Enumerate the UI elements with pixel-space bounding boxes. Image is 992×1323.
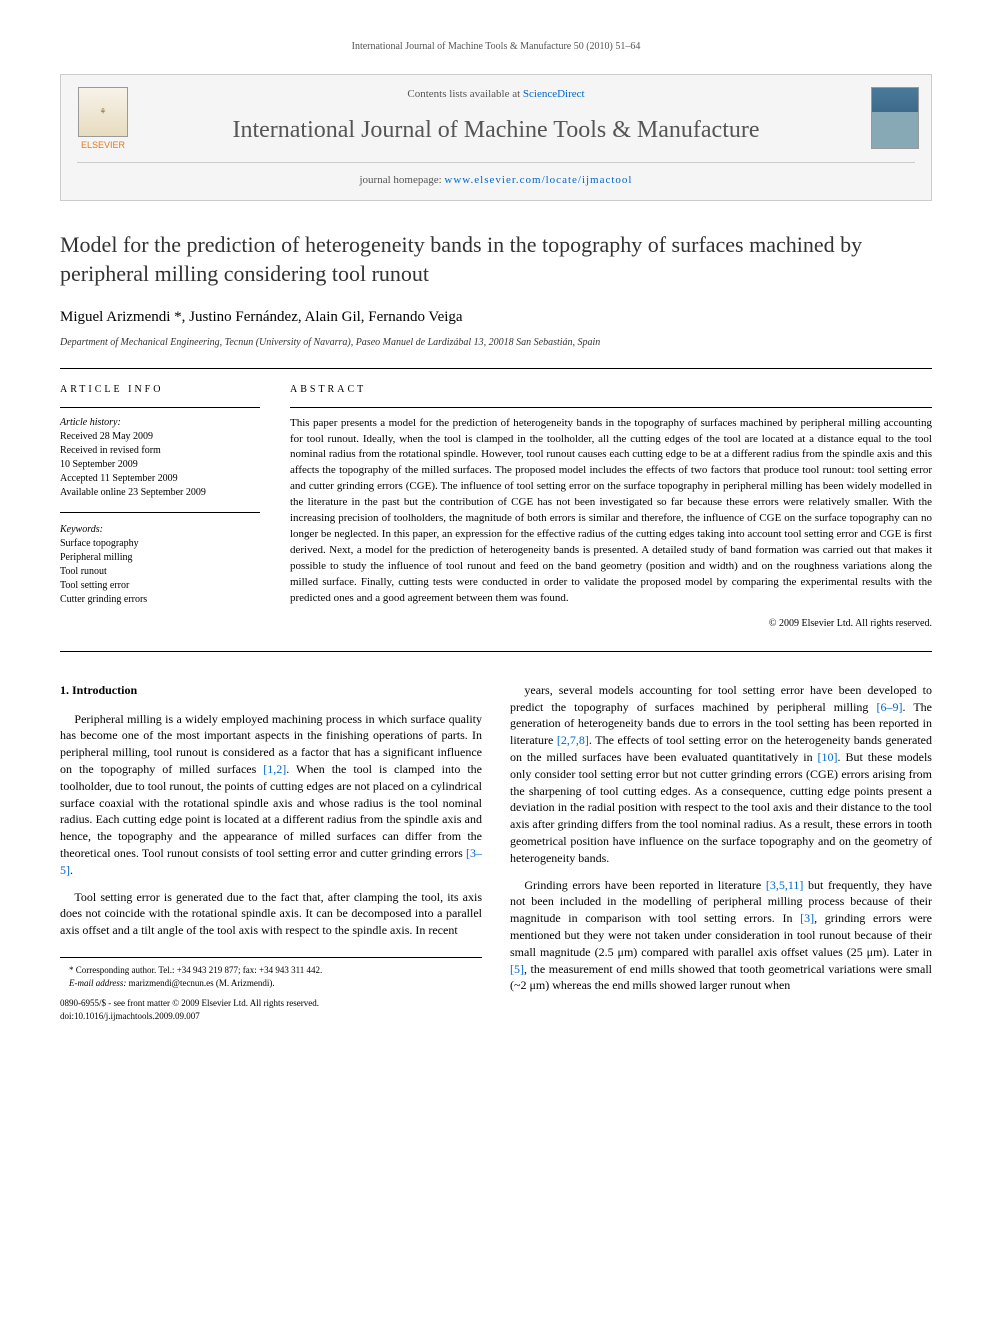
affiliation: Department of Mechanical Engineering, Te…	[60, 336, 932, 350]
body-two-column: 1. Introduction Peripheral milling is a …	[60, 682, 932, 1023]
contents-available-line: Contents lists available at ScienceDirec…	[77, 87, 915, 102]
elsevier-tree-icon: ⚘	[78, 87, 128, 137]
elsevier-logo: ⚘ ELSEVIER	[73, 87, 133, 157]
email-line: E-mail address: marizmendi@tecnun.es (M.…	[60, 977, 482, 990]
rule-top	[60, 368, 932, 369]
rule-kw	[60, 512, 260, 513]
intro-paragraph-2: Tool setting error is generated due to t…	[60, 889, 482, 939]
email-label: E-mail address:	[69, 978, 129, 988]
authors-line: Miguel Arizmendi *, Justino Fernández, A…	[60, 307, 932, 328]
journal-title: International Journal of Machine Tools &…	[77, 114, 915, 148]
intro-paragraph-3: years, several models accounting for too…	[510, 682, 932, 867]
history-body: Received 28 May 2009 Received in revised…	[60, 430, 260, 500]
article-info-heading: ARTICLE INFO	[60, 383, 260, 397]
abstract-column: ABSTRACT This paper presents a model for…	[290, 383, 932, 631]
front-matter-line: 0890-6955/$ - see front matter © 2009 El…	[60, 997, 482, 1010]
rule-ai	[60, 407, 260, 408]
footnote-block: * Corresponding author. Tel.: +34 943 21…	[60, 957, 482, 989]
rule-abs	[290, 407, 932, 408]
keywords-label: Keywords:	[60, 523, 260, 537]
right-column: years, several models accounting for too…	[510, 682, 932, 1023]
article-info-column: ARTICLE INFO Article history: Received 2…	[60, 383, 260, 631]
running-header: International Journal of Machine Tools &…	[60, 40, 932, 54]
rule-bottom	[60, 651, 932, 652]
history-label: Article history:	[60, 416, 260, 430]
doi-block: 0890-6955/$ - see front matter © 2009 El…	[60, 997, 482, 1022]
doi-line: doi:10.1016/j.ijmachtools.2009.09.007	[60, 1010, 482, 1023]
corresponding-author-note: * Corresponding author. Tel.: +34 943 21…	[60, 964, 482, 977]
section-1-heading: 1. Introduction	[60, 682, 482, 699]
abstract-heading: ABSTRACT	[290, 383, 932, 397]
publisher-label: ELSEVIER	[81, 139, 125, 152]
contents-prefix: Contents lists available at	[407, 88, 522, 100]
journal-cover-thumbnail	[871, 87, 919, 149]
left-column: 1. Introduction Peripheral milling is a …	[60, 682, 482, 1023]
intro-paragraph-4: Grinding errors have been reported in li…	[510, 877, 932, 995]
abstract-body: This paper presents a model for the pred…	[290, 416, 932, 607]
homepage-link[interactable]: www.elsevier.com/locate/ijmactool	[444, 174, 632, 186]
article-title: Model for the prediction of heterogeneit…	[60, 231, 932, 288]
homepage-prefix: journal homepage:	[360, 174, 445, 186]
homepage-line: journal homepage: www.elsevier.com/locat…	[77, 173, 915, 188]
sciencedirect-link[interactable]: ScienceDirect	[523, 88, 585, 100]
abstract-copyright: © 2009 Elsevier Ltd. All rights reserved…	[290, 617, 932, 631]
divider	[77, 162, 915, 163]
author-email[interactable]: marizmendi@tecnun.es (M. Arizmendi).	[129, 978, 275, 988]
intro-paragraph-1: Peripheral milling is a widely employed …	[60, 711, 482, 879]
journal-header-box: ⚘ ELSEVIER Contents lists available at S…	[60, 74, 932, 201]
keywords-body: Surface topography Peripheral milling To…	[60, 537, 260, 607]
